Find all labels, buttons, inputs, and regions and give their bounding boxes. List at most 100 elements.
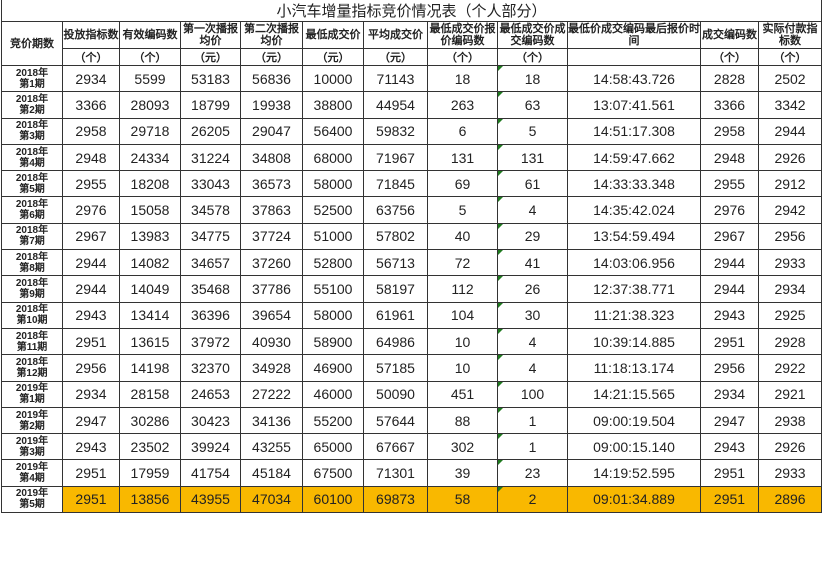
table-cell: 263	[427, 91, 498, 119]
table-cell: 19938	[240, 91, 303, 119]
table-cell: 14198	[119, 354, 181, 382]
table-cell: 37260	[240, 249, 303, 277]
table-cell: 58900	[302, 327, 364, 356]
table-cell: 55100	[302, 275, 364, 303]
table-cell: 40930	[240, 327, 303, 356]
table-cell: 14:33:33.348	[567, 170, 701, 198]
column-header: 第一次播报均价	[180, 21, 241, 49]
table-cell: 18	[497, 64, 568, 93]
table-cell: 5	[427, 196, 498, 224]
table-cell: 37972	[180, 327, 241, 356]
table-cell: 57802	[363, 222, 428, 251]
table-row: 2019年第2期 2947 30286 30423 34136 55200 57644 88 1…	[1, 406, 823, 435]
table-cell: 2947	[700, 406, 759, 435]
table-cell: 32370	[180, 354, 241, 382]
table-cell: 2934	[62, 380, 120, 408]
table-cell: 13414	[119, 301, 181, 329]
table-cell: 2958	[62, 117, 120, 145]
table-cell: 2947	[62, 406, 120, 435]
table-cell: 11:18:13.174	[567, 354, 701, 382]
table-cell: 71301	[363, 459, 428, 487]
table-cell: 45184	[240, 459, 303, 487]
table-cell: 51000	[302, 222, 364, 251]
table-cell: 2956	[62, 354, 120, 382]
column-unit: （元）	[180, 48, 241, 66]
table-cell: 57185	[363, 354, 428, 382]
table-cell: 2948	[700, 143, 759, 172]
table-cell: 2951	[62, 485, 120, 514]
table-cell: 29	[497, 222, 568, 251]
table-cell: 2944	[62, 275, 120, 303]
period-cell: 2019年第5期	[1, 485, 63, 514]
table-cell: 2951	[62, 459, 120, 487]
table-cell: 71845	[363, 170, 428, 198]
table-cell: 18208	[119, 170, 181, 198]
table-row: 2018年第7期 2967 13983 34775 37724 51000 57802 40 2…	[1, 222, 823, 251]
table-cell: 60100	[302, 485, 364, 514]
table-cell: 14:35:42.024	[567, 196, 701, 224]
table-cell: 52500	[302, 196, 364, 224]
column-unit: （个）	[62, 48, 120, 66]
table-cell: 09:00:15.140	[567, 433, 701, 461]
table-row: 2018年第2期 3366 28093 18799 19938 38800 44954 263…	[1, 91, 823, 119]
table-cell: 41	[497, 249, 568, 277]
period-label: 2018年第12期	[15, 356, 49, 379]
table-cell: 2967	[62, 222, 120, 251]
table-cell: 63	[497, 91, 568, 119]
table-cell: 69873	[363, 485, 428, 514]
table-cell: 27222	[240, 380, 303, 408]
period-cell: 2018年第7期	[1, 222, 63, 251]
table-cell: 36396	[180, 301, 241, 329]
table-cell: 2925	[757, 301, 823, 329]
table-cell: 61	[497, 170, 568, 198]
period-cell: 2018年第3期	[1, 117, 63, 145]
table-cell: 26205	[180, 117, 241, 145]
period-label: 2019年第1期	[15, 383, 49, 406]
table-cell: 4	[497, 354, 568, 382]
table-cell: 43255	[240, 433, 303, 461]
table-cell: 2934	[700, 380, 759, 408]
table-cell: 10:39:14.885	[567, 327, 701, 356]
table-cell: 67500	[302, 459, 364, 487]
table-cell: 58197	[363, 275, 428, 303]
period-label: 2019年第2期	[15, 409, 49, 432]
table-title: 小汽车增量指标竞价情况表（个人部分）	[0, 0, 823, 22]
table-cell: 14:03:06.956	[567, 249, 701, 277]
table-cell: 23502	[119, 433, 181, 461]
table-row: 2019年第3期 2943 23502 39924 43255 65000 67667 302…	[1, 433, 823, 461]
table-cell: 14:21:15.565	[567, 380, 701, 408]
table-cell: 14:59:47.662	[567, 143, 701, 172]
table-cell: 58000	[302, 170, 364, 198]
table-cell: 2958	[700, 117, 759, 145]
table-cell: 13856	[119, 485, 181, 514]
period-label: 2018年第8期	[15, 251, 49, 274]
table-cell: 18	[427, 64, 498, 93]
table-cell: 2502	[757, 64, 823, 93]
table-cell: 30286	[119, 406, 181, 435]
period-cell: 2018年第12期	[1, 354, 63, 382]
column-header: 实际付款指标数	[757, 21, 823, 49]
period-cell: 2018年第6期	[1, 196, 63, 224]
table-row: 2018年第3期 2958 29718 26205 29047 56400 59832 6 5 1…	[1, 117, 823, 145]
table-cell: 302	[427, 433, 498, 461]
table-cell: 2943	[62, 433, 120, 461]
column-header: 有效编码数	[119, 21, 181, 49]
period-cell: 2018年第4期	[1, 143, 63, 172]
column-unit: （个）	[700, 48, 759, 66]
table-row: 2018年第5期 2955 18208 33043 36573 58000 71845 69 6…	[1, 170, 823, 198]
table-cell: 13615	[119, 327, 181, 356]
column-unit: （元）	[240, 48, 303, 66]
table-cell: 3366	[62, 91, 120, 119]
table-cell: 30423	[180, 406, 241, 435]
table-cell: 2934	[62, 64, 120, 93]
table-cell: 2944	[700, 249, 759, 277]
table-cell: 64986	[363, 327, 428, 356]
column-header: 平均成交价	[363, 21, 428, 49]
table-cell: 28093	[119, 91, 181, 119]
table-cell: 112	[427, 275, 498, 303]
table-row: 2018年第8期 2944 14082 34657 37260 52800 56713 72 4…	[1, 249, 823, 277]
table-cell: 40	[427, 222, 498, 251]
table-cell: 6	[427, 117, 498, 145]
table-cell: 17959	[119, 459, 181, 487]
table-cell: 2828	[700, 64, 759, 93]
